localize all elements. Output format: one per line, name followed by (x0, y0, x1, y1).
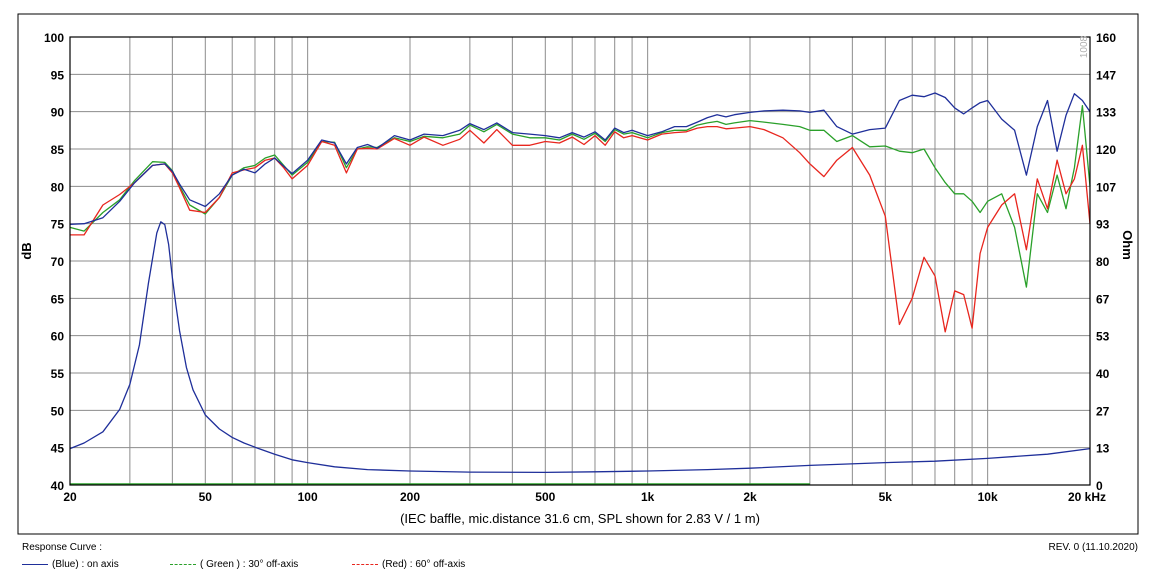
legend-swatch-green (170, 563, 196, 565)
y2-tick-label: 160 (1096, 31, 1116, 45)
y-tick-label: 85 (51, 143, 65, 157)
legend-label-green: ( Green ) : 30° off-axis (200, 559, 299, 570)
x-tick-label: 2k (743, 490, 757, 504)
legend-item-blue: (Blue) : on axis (22, 559, 119, 570)
y2-tick-label: 0 (1096, 479, 1103, 493)
series-line-blue (69, 92, 1091, 226)
watermark: 1008 (1079, 35, 1090, 58)
y2-tick-label: 27 (1096, 404, 1110, 418)
y-tick-label: 55 (51, 367, 65, 381)
x-tick-label: 200 (400, 490, 420, 504)
series-line-red (70, 125, 1091, 333)
y-tick-label: 65 (51, 292, 65, 306)
legend-label-blue: (Blue) : on axis (52, 559, 119, 570)
y2-tick-label: 40 (1096, 367, 1110, 381)
legend-item-red: (Red) : 60° off-axis (352, 559, 465, 570)
y-axis-label: dB (19, 242, 34, 259)
y2-tick-label: 133 (1096, 106, 1116, 120)
y-tick-label: 40 (51, 479, 65, 493)
legend-item-green: ( Green ) : 30° off-axis (170, 559, 298, 570)
y2-tick-label: 147 (1096, 68, 1116, 82)
legend-title: Response Curve : (22, 542, 103, 553)
series-line-green (69, 105, 1091, 288)
x-tick-label: 20 kHz (1068, 490, 1106, 504)
x-tick-label: 1k (641, 490, 655, 504)
y2-tick-label: 53 (1096, 330, 1110, 344)
x-tick-label: 100 (298, 490, 318, 504)
y2-axis-label: Ohm (1120, 230, 1135, 260)
y-tick-label: 100 (44, 31, 64, 45)
x-axis-caption: (IEC baffle, mic.distance 31.6 cm, SPL s… (400, 511, 760, 526)
y-tick-label: 70 (51, 255, 65, 269)
y2-tick-label: 80 (1096, 255, 1110, 269)
y-tick-label: 95 (51, 68, 65, 82)
legend-swatch-blue (22, 563, 48, 565)
grid (70, 37, 1090, 485)
y2-tick-label: 13 (1096, 442, 1110, 456)
y2-tick-label: 93 (1096, 218, 1110, 232)
x-tick-label: 5k (879, 490, 893, 504)
y2-tick-label: 67 (1096, 292, 1110, 306)
y2-tick-label: 120 (1096, 143, 1116, 157)
y-tick-label: 90 (51, 106, 65, 120)
chart-frame (17, 13, 1139, 535)
y-tick-label: 75 (51, 218, 65, 232)
y-tick-label: 50 (51, 404, 65, 418)
y2-tick-label: 107 (1096, 180, 1116, 194)
plot-area-border (69, 36, 1091, 486)
x-tick-label: 50 (199, 490, 213, 504)
y-tick-label: 80 (51, 180, 65, 194)
legend-swatch-red (352, 563, 378, 565)
x-tick-label: 20 (63, 490, 77, 504)
y-tick-label: 45 (51, 442, 65, 456)
x-tick-label: 10k (978, 490, 998, 504)
tick-labels: 40 45 50 55 60 65 70 75 80 85 90 95 100 0 13 27 40 53 67 80… (44, 31, 1116, 504)
legend-label-red: (Red) : 60° off-axis (382, 559, 466, 570)
series-line-impedance (69, 221, 1091, 474)
x-tick-label: 500 (535, 490, 555, 504)
y-tick-label: 60 (51, 330, 65, 344)
revision-label: REV. 0 (11.10.2020) (1048, 542, 1138, 553)
